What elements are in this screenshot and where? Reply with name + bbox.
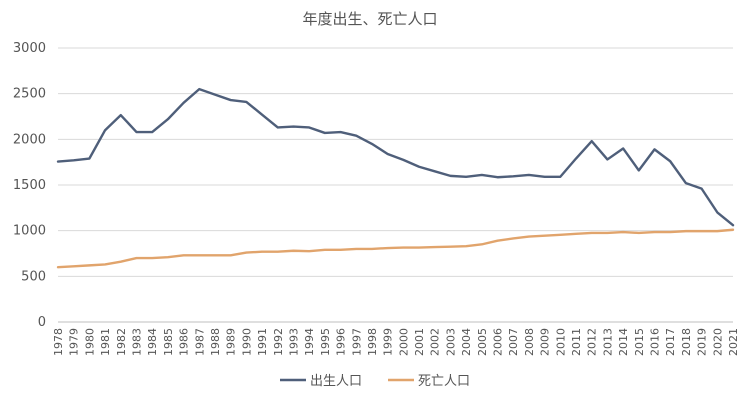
x-tick-label: 1997 [350,328,363,356]
y-tick-label: 0 [38,315,46,330]
y-axis-tick-labels: 0 500 1000 1500 2000 2500 3000 [13,41,46,330]
series-line-2 [56,228,735,269]
x-tick-label: 1991 [256,328,269,356]
x-tick-label: 2013 [601,328,614,356]
x-tick-label: 1982 [115,328,128,356]
x-tick-label: 2014 [617,328,630,356]
x-tick-label: 2005 [476,328,489,356]
x-tick-label: 1996 [335,328,348,356]
x-tick-label: 1994 [303,328,316,356]
x-tick-label: 2004 [460,328,473,356]
x-tick-label: 2007 [507,328,520,356]
x-tick-label: 1990 [240,328,253,356]
x-tick-label: 1978 [52,328,65,356]
chart-title: 年度出生、死亡人口 [302,10,437,28]
x-tick-label: 2011 [570,328,583,356]
x-tick-label: 2010 [554,328,567,356]
x-tick-label: 1998 [366,328,379,356]
x-tick-label: 2016 [649,328,662,356]
series-line-1 [56,87,735,227]
gridlines [58,47,733,323]
y-tick-label: 1000 [13,224,46,239]
x-tick-label: 2018 [680,328,693,356]
x-tick-label: 2019 [696,328,709,356]
x-tick-label: 2006 [492,328,505,356]
y-tick-label: 2500 [13,87,46,102]
x-tick-label: 1981 [99,328,112,356]
x-axis-tick-labels: 1978 1979 1980 1981 1982 1983 1984 1985 1986 1987… [52,328,740,356]
x-tick-label: 1979 [68,328,81,356]
x-tick-label: 1993 [287,328,300,356]
y-tick-label: 500 [21,269,46,284]
y-tick-label: 1500 [13,178,46,193]
x-tick-label: 2002 [429,328,442,356]
x-tick-label: 1988 [209,328,222,356]
y-tick-label: 2000 [13,132,46,147]
x-tick-label: 2012 [586,328,599,356]
x-tick-label: 1983 [130,328,143,356]
x-tick-label: 1985 [162,328,175,356]
x-tick-label: 2021 [727,328,740,356]
x-tick-label: 2008 [523,328,536,356]
x-tick-label: 1989 [225,328,238,356]
data-series [56,87,735,269]
x-tick-label: 1986 [178,328,191,356]
x-tick-label: 1992 [272,328,285,356]
x-tick-label: 2001 [413,328,426,356]
x-tick-label: 2009 [539,328,552,356]
x-tick-label: 2020 [711,328,724,356]
legend-label-1: 出生人口 [310,374,362,389]
x-tick-label: 2003 [444,328,457,356]
x-tick-label: 1980 [83,328,96,356]
x-tick-label: 1995 [319,328,332,356]
x-tick-label: 2000 [397,328,410,356]
x-tick-label: 2015 [633,328,646,356]
x-tick-label: 2017 [664,328,677,356]
legend-label-2: 死亡人口 [418,374,470,389]
legend: 出生人口 死亡人口 [280,374,470,389]
x-tick-label: 1999 [382,328,395,356]
y-tick-label: 3000 [13,41,46,56]
x-tick-label: 1987 [193,328,206,356]
x-tick-label: 1984 [146,328,159,356]
